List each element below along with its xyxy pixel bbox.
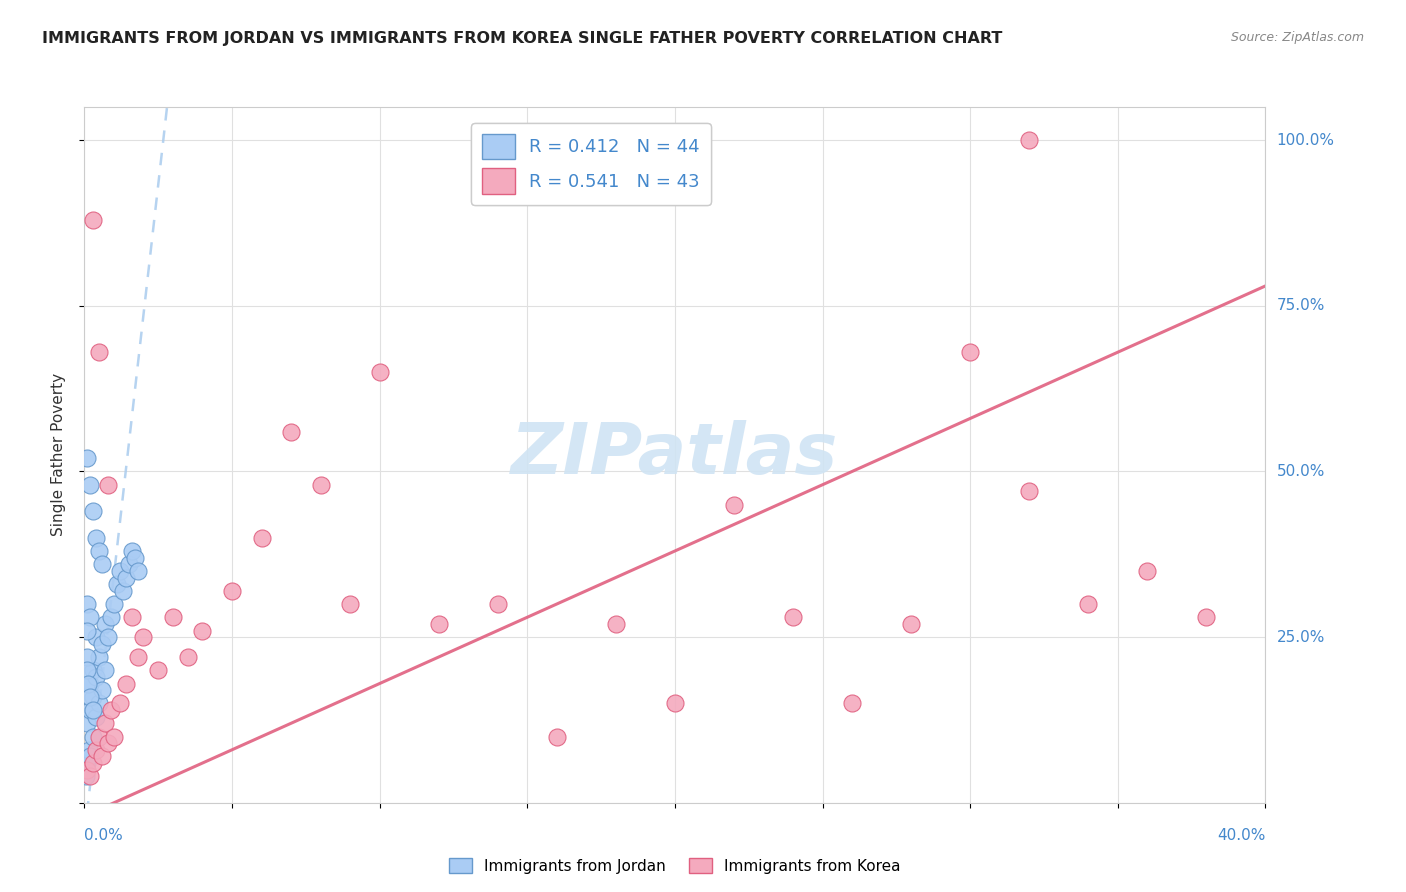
Point [309, 477, 332, 491]
Point [900, 616, 922, 631]
Point [100, 610, 122, 624]
Point [111, 583, 134, 598]
Point [339, 597, 361, 611]
Point [177, 650, 200, 665]
Point [280, 425, 302, 439]
Y-axis label: Single Father Poverty: Single Father Poverty [51, 374, 66, 536]
Text: 0.0%: 0.0% [84, 828, 124, 843]
Point [76, 650, 98, 665]
Point [1136, 564, 1159, 578]
Point [191, 624, 214, 638]
Point [94, 716, 117, 731]
Point [1018, 484, 1040, 499]
Point [605, 616, 627, 631]
Point [91, 558, 114, 572]
Point [77, 676, 100, 690]
Point [250, 531, 273, 545]
Point [127, 650, 149, 665]
Point [114, 570, 136, 584]
Point [103, 730, 125, 744]
Point [162, 610, 184, 624]
Point [782, 610, 804, 624]
Text: ZIPatlas: ZIPatlas [512, 420, 838, 490]
Point [76, 756, 98, 770]
Point [97, 477, 120, 491]
Point [108, 564, 131, 578]
Point [87, 345, 111, 359]
Point [82, 730, 104, 744]
Point [79, 703, 101, 717]
Point [108, 697, 131, 711]
Legend: Immigrants from Jordan, Immigrants from Korea: Immigrants from Jordan, Immigrants from … [443, 852, 907, 880]
Point [368, 365, 391, 379]
Point [84, 709, 107, 723]
Point [841, 697, 863, 711]
Point [1077, 597, 1099, 611]
Point [103, 597, 125, 611]
Point [91, 637, 114, 651]
Point [82, 212, 104, 227]
Point [1018, 133, 1040, 147]
Point [546, 730, 568, 744]
Point [82, 703, 104, 717]
Point [79, 676, 101, 690]
Point [723, 498, 745, 512]
Point [87, 544, 111, 558]
Text: Source: ZipAtlas.com: Source: ZipAtlas.com [1230, 31, 1364, 45]
Point [91, 749, 114, 764]
Point [76, 597, 98, 611]
Legend: R = 0.412   N = 44, R = 0.541   N = 43: R = 0.412 N = 44, R = 0.541 N = 43 [471, 123, 710, 205]
Point [959, 345, 981, 359]
Point [486, 597, 509, 611]
Text: IMMIGRANTS FROM JORDAN VS IMMIGRANTS FROM KOREA SINGLE FATHER POVERTY CORRELATIO: IMMIGRANTS FROM JORDAN VS IMMIGRANTS FRO… [42, 31, 1002, 46]
Point [132, 630, 155, 644]
Point [427, 616, 450, 631]
Point [79, 690, 101, 704]
Point [148, 663, 170, 677]
Point [76, 663, 98, 677]
Point [87, 697, 111, 711]
Point [82, 690, 104, 704]
Text: 40.0%: 40.0% [1218, 828, 1265, 843]
Point [79, 477, 101, 491]
Text: 100.0%: 100.0% [1277, 133, 1334, 148]
Text: 50.0%: 50.0% [1277, 464, 1324, 479]
Point [124, 550, 146, 565]
Point [79, 610, 101, 624]
Point [82, 756, 104, 770]
Point [79, 749, 101, 764]
Point [76, 624, 98, 638]
Point [84, 531, 107, 545]
Point [664, 697, 686, 711]
Point [1195, 610, 1218, 624]
Point [82, 663, 104, 677]
Point [94, 663, 117, 677]
Point [114, 676, 136, 690]
Point [77, 743, 100, 757]
Point [94, 616, 117, 631]
Point [87, 730, 111, 744]
Point [100, 703, 122, 717]
Point [87, 650, 111, 665]
Point [91, 683, 114, 698]
Point [127, 564, 149, 578]
Point [121, 544, 143, 558]
Text: 75.0%: 75.0% [1277, 298, 1324, 313]
Point [76, 451, 98, 466]
Point [118, 558, 141, 572]
Text: 25.0%: 25.0% [1277, 630, 1324, 645]
Point [221, 583, 243, 598]
Point [97, 736, 120, 750]
Point [75, 769, 97, 783]
Point [76, 716, 98, 731]
Point [84, 630, 107, 644]
Point [97, 630, 120, 644]
Point [84, 670, 107, 684]
Point [105, 577, 128, 591]
Point [76, 763, 98, 777]
Point [79, 769, 101, 783]
Point [82, 504, 104, 518]
Point [121, 610, 143, 624]
Point [84, 743, 107, 757]
